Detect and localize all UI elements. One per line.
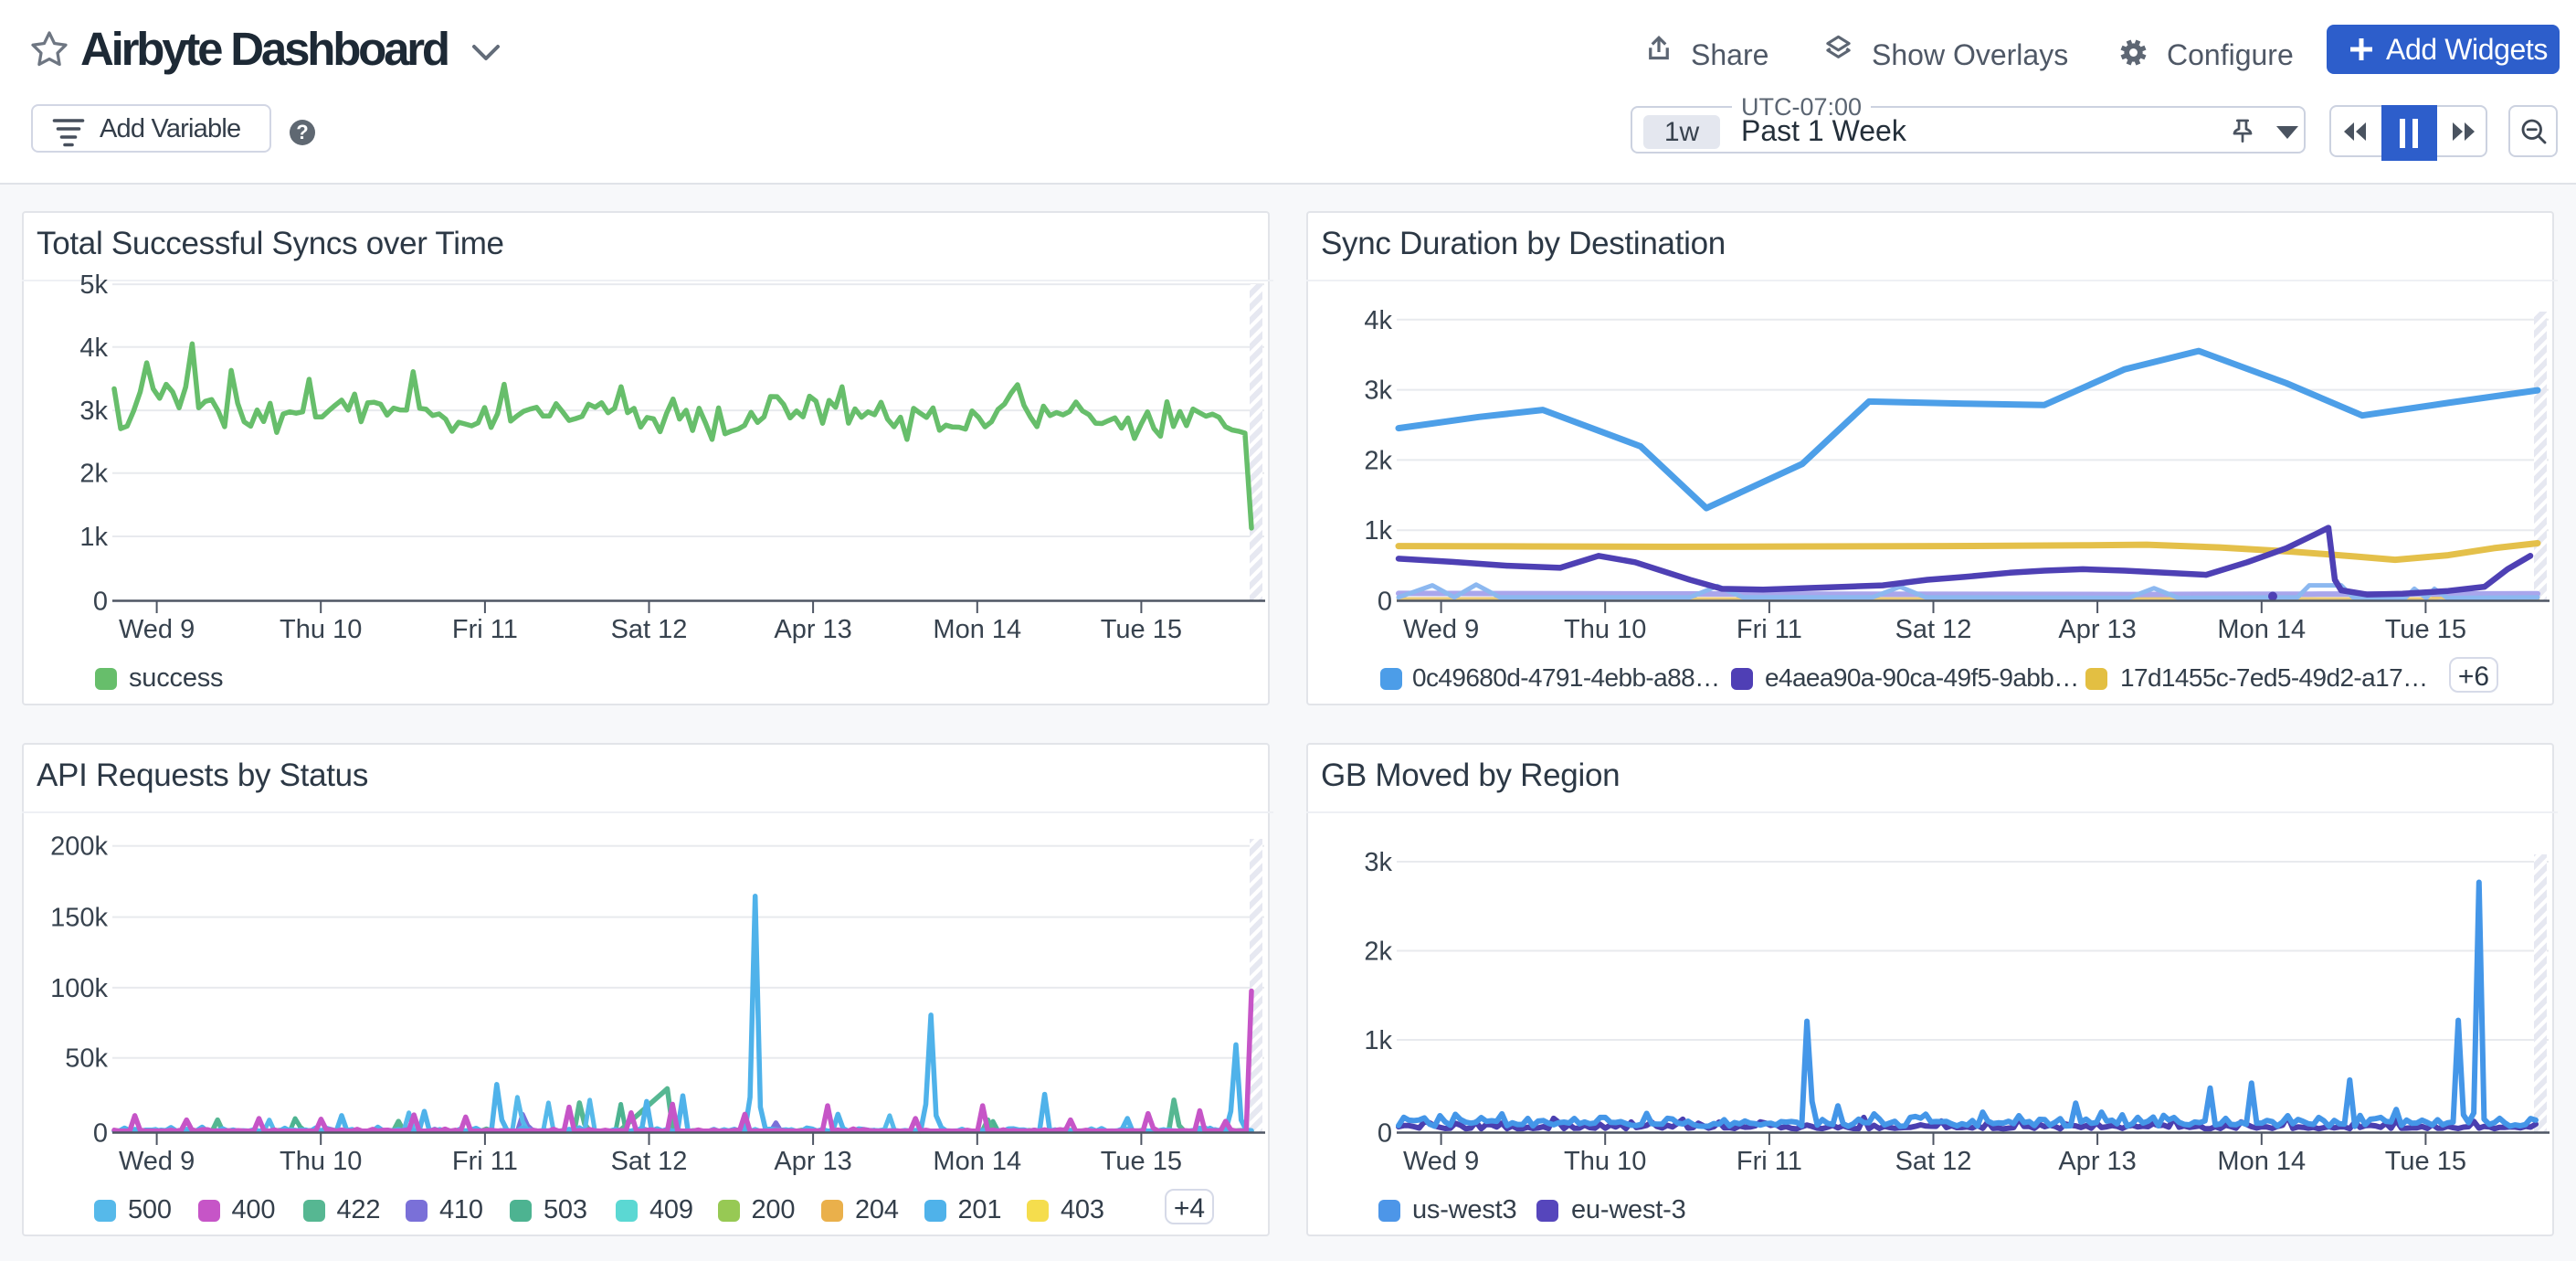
svg-text:Sat 12: Sat 12 [611,1147,688,1176]
svg-text:Mon 14: Mon 14 [933,615,1021,644]
svg-text:2k: 2k [1364,938,1392,967]
svg-text:Thu 10: Thu 10 [280,615,362,644]
svg-text:50k: 50k [65,1044,108,1074]
svg-text:Thu 10: Thu 10 [1564,615,1646,644]
svg-text:Tue 15: Tue 15 [2385,615,2466,644]
svg-text:0: 0 [93,588,108,617]
svg-text:Wed 9: Wed 9 [119,1147,195,1176]
svg-text:Mon 14: Mon 14 [2217,1147,2306,1176]
svg-text:Tue 15: Tue 15 [1101,1147,1182,1176]
svg-text:Fri 11: Fri 11 [1737,615,1802,644]
svg-text:0: 0 [93,1119,108,1149]
svg-text:Fri 11: Fri 11 [452,1147,518,1176]
svg-text:Apr 13: Apr 13 [2058,615,2136,644]
svg-text:4k: 4k [1364,306,1392,335]
svg-text:5k: 5k [79,270,108,300]
svg-text:2k: 2k [1364,446,1392,475]
svg-text:Wed 9: Wed 9 [1403,1147,1479,1176]
svg-text:Sat 12: Sat 12 [611,615,688,644]
svg-text:Mon 14: Mon 14 [933,1147,1021,1176]
svg-text:Wed 9: Wed 9 [119,615,195,644]
svg-text:1k: 1k [79,523,108,552]
svg-text:Apr 13: Apr 13 [774,1147,851,1176]
svg-text:Wed 9: Wed 9 [1403,615,1479,644]
svg-text:3k: 3k [79,397,108,426]
svg-text:3k: 3k [1364,376,1392,406]
svg-text:Mon 14: Mon 14 [2217,615,2306,644]
svg-text:1k: 1k [1364,1026,1392,1055]
svg-text:2k: 2k [79,460,108,489]
svg-text:Tue 15: Tue 15 [2385,1147,2466,1176]
svg-text:Fri 11: Fri 11 [452,615,518,644]
svg-text:Tue 15: Tue 15 [1101,615,1182,644]
svg-text:0: 0 [1378,588,1392,617]
svg-text:4k: 4k [79,334,108,363]
svg-text:Apr 13: Apr 13 [774,615,851,644]
svg-text:Sat 12: Sat 12 [1895,1147,1972,1176]
svg-text:150k: 150k [50,904,108,933]
svg-text:3k: 3k [1364,848,1392,877]
svg-text:1k: 1k [1364,516,1392,546]
svg-text:100k: 100k [50,974,108,1003]
svg-text:Fri 11: Fri 11 [1737,1147,1802,1176]
svg-text:Thu 10: Thu 10 [280,1147,362,1176]
svg-text:Thu 10: Thu 10 [1564,1147,1646,1176]
svg-text:Apr 13: Apr 13 [2058,1147,2136,1176]
svg-text:Sat 12: Sat 12 [1895,615,1972,644]
svg-text:200k: 200k [50,832,108,862]
svg-text:0: 0 [1378,1119,1392,1149]
